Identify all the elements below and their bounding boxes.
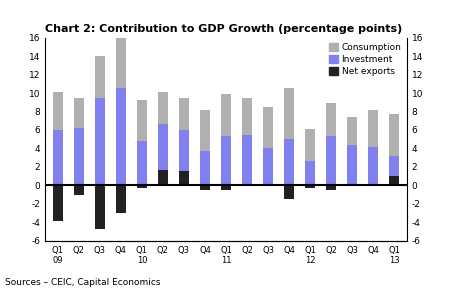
Bar xyxy=(74,98,84,128)
Bar xyxy=(199,110,210,151)
Bar xyxy=(136,185,147,188)
Bar xyxy=(94,56,105,98)
Bar xyxy=(325,103,336,135)
Bar xyxy=(325,185,336,190)
Text: Sources – CEIC, Capital Economics: Sources – CEIC, Capital Economics xyxy=(5,278,160,287)
Bar xyxy=(220,135,231,185)
Bar xyxy=(304,161,315,185)
Bar xyxy=(346,145,357,185)
Bar xyxy=(199,185,210,190)
Bar xyxy=(367,184,377,185)
Bar xyxy=(388,114,399,156)
Bar xyxy=(346,184,357,185)
Bar xyxy=(157,170,168,185)
Bar xyxy=(367,110,377,146)
Text: Chart 2: Contribution to GDP Growth (percentage points): Chart 2: Contribution to GDP Growth (per… xyxy=(45,24,401,34)
Bar xyxy=(283,185,294,199)
Bar xyxy=(388,156,399,185)
Bar xyxy=(52,92,63,130)
Bar xyxy=(262,107,273,148)
Bar xyxy=(283,139,294,185)
Bar xyxy=(136,141,147,185)
Bar xyxy=(262,148,273,185)
Bar xyxy=(220,185,231,190)
Bar xyxy=(367,146,377,185)
Bar xyxy=(74,185,84,195)
Bar xyxy=(157,92,168,124)
Bar xyxy=(304,185,315,188)
Bar xyxy=(241,98,252,135)
Bar xyxy=(157,124,168,185)
Bar xyxy=(74,128,84,185)
Bar xyxy=(388,176,399,185)
Bar xyxy=(178,98,189,130)
Bar xyxy=(199,151,210,185)
Bar xyxy=(115,38,126,88)
Bar xyxy=(304,129,315,161)
Bar xyxy=(346,117,357,145)
Bar xyxy=(178,171,189,185)
Bar xyxy=(52,185,63,221)
Bar xyxy=(241,135,252,185)
Bar xyxy=(94,185,105,229)
Bar xyxy=(52,130,63,185)
Legend: Consumption, Investment, Net exports: Consumption, Investment, Net exports xyxy=(325,39,404,79)
Bar xyxy=(325,135,336,185)
Bar xyxy=(283,88,294,139)
Bar xyxy=(136,99,147,141)
Bar xyxy=(178,130,189,185)
Bar xyxy=(94,98,105,185)
Bar xyxy=(115,185,126,213)
Bar xyxy=(115,88,126,185)
Bar xyxy=(220,94,231,135)
